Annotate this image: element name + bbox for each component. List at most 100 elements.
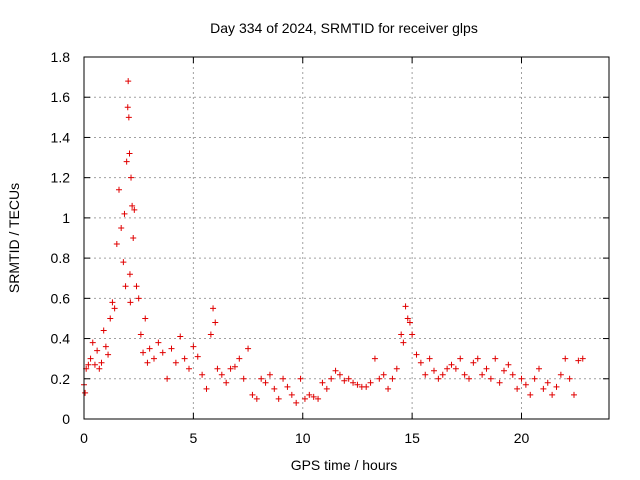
x-tick-label: 0 — [80, 430, 88, 446]
data-point-plus — [566, 375, 573, 382]
data-point-plus — [107, 315, 114, 322]
data-point-plus — [271, 385, 278, 392]
data-point-plus — [199, 371, 206, 378]
y-tick-label: 1.8 — [51, 49, 71, 65]
data-point-plus — [168, 345, 175, 352]
y-tick-label: 0.2 — [51, 371, 71, 387]
data-point-plus — [210, 305, 217, 312]
data-point-plus — [336, 371, 343, 378]
data-point-plus — [435, 375, 442, 382]
data-point-plus — [527, 391, 534, 398]
y-tick-label: 1.6 — [51, 89, 71, 105]
data-point-plus — [207, 331, 214, 338]
y-tick-label: 0 — [62, 411, 70, 427]
data-point-plus — [129, 202, 136, 209]
data-point-plus — [85, 361, 92, 368]
data-point-plus — [393, 365, 400, 372]
x-tick-label: 5 — [189, 430, 197, 446]
data-point-plus — [130, 235, 137, 241]
data-point-plus — [172, 359, 179, 366]
data-point-plus — [367, 379, 374, 386]
y-tick-label: 1.4 — [51, 129, 71, 145]
data-point-plus — [133, 283, 140, 290]
data-point-plus — [123, 158, 130, 165]
data-point-plus — [288, 391, 295, 398]
data-point-plus — [540, 385, 547, 392]
data-point-plus — [231, 363, 238, 370]
data-point-plus — [203, 385, 210, 392]
data-point-plus — [457, 355, 464, 362]
data-point-plus — [177, 333, 184, 340]
data-point-plus — [579, 355, 586, 362]
data-point-plus — [127, 299, 134, 306]
x-tick-label: 20 — [514, 430, 530, 446]
data-point-plus — [155, 339, 162, 346]
data-point-plus — [544, 379, 551, 386]
data-point-plus — [431, 367, 437, 374]
data-point-plus — [575, 357, 582, 364]
data-point-plus — [245, 345, 252, 352]
data-point-plus — [218, 371, 225, 378]
data-point-plus — [426, 355, 433, 362]
y-tick-label: 0.6 — [51, 290, 71, 306]
data-point-plus — [126, 150, 133, 157]
data-point-plus — [121, 210, 128, 217]
data-point-plus — [128, 174, 135, 181]
data-point-plus — [323, 385, 330, 392]
data-point-plus — [146, 345, 153, 352]
data-point-plus — [487, 375, 494, 382]
data-point-plus — [151, 355, 157, 362]
data-point-plus — [505, 361, 512, 368]
data-point-plus — [332, 367, 339, 374]
data-point-plus — [249, 391, 256, 398]
data-point-plus — [181, 355, 188, 362]
data-point-plus — [135, 295, 142, 302]
data-point-plus — [417, 359, 424, 366]
data-point-plus — [514, 385, 521, 392]
y-tick-label: 0.8 — [51, 250, 71, 266]
data-point-plus — [422, 371, 429, 378]
data-point-plus — [371, 355, 378, 362]
data-point-plus — [105, 351, 112, 358]
data-point-plus — [562, 355, 569, 362]
data-point-plus — [350, 379, 357, 386]
data-point-plus — [553, 383, 560, 390]
data-point-plus — [354, 381, 361, 388]
data-point-plus — [470, 359, 477, 366]
data-point-plus — [297, 375, 304, 382]
data-point-plus — [227, 365, 234, 372]
data-point-plus — [131, 206, 138, 213]
data-point-plus — [89, 339, 96, 346]
data-point-plus — [275, 395, 282, 402]
data-point-plus — [293, 399, 300, 406]
y-tick-label: 1 — [62, 210, 70, 226]
data-point-plus — [240, 375, 247, 382]
data-point-plus — [444, 365, 451, 372]
y-tick-label: 1.2 — [51, 170, 71, 186]
data-point-plus — [280, 375, 287, 382]
plot-frame — [83, 56, 610, 420]
data-point-plus — [109, 299, 116, 306]
x-tick-label: 15 — [404, 430, 420, 446]
data-point-plus — [186, 365, 192, 372]
data-point-plus — [100, 327, 107, 334]
data-point-plus — [452, 365, 459, 372]
data-point-plus — [126, 271, 133, 278]
data-point-plus — [522, 381, 529, 388]
data-point-plus — [236, 355, 243, 362]
data-point-plus — [461, 371, 468, 378]
data-point-plus — [214, 365, 221, 372]
data-point-plus — [376, 375, 383, 382]
data-point-plus — [111, 305, 118, 312]
data-point-plus — [409, 331, 416, 338]
data-point-plus — [113, 241, 120, 248]
chart-title: Day 334 of 2024, SRMTID for receiver glp… — [210, 20, 478, 36]
data-point-plus — [164, 375, 171, 382]
data-point-plus — [380, 371, 387, 378]
data-point-plus — [212, 319, 219, 326]
data-point-plus — [120, 259, 127, 266]
y-axis-title: SRMTID / TECUs — [6, 183, 22, 293]
data-point-plus — [124, 104, 131, 111]
data-point-plus — [341, 377, 348, 384]
